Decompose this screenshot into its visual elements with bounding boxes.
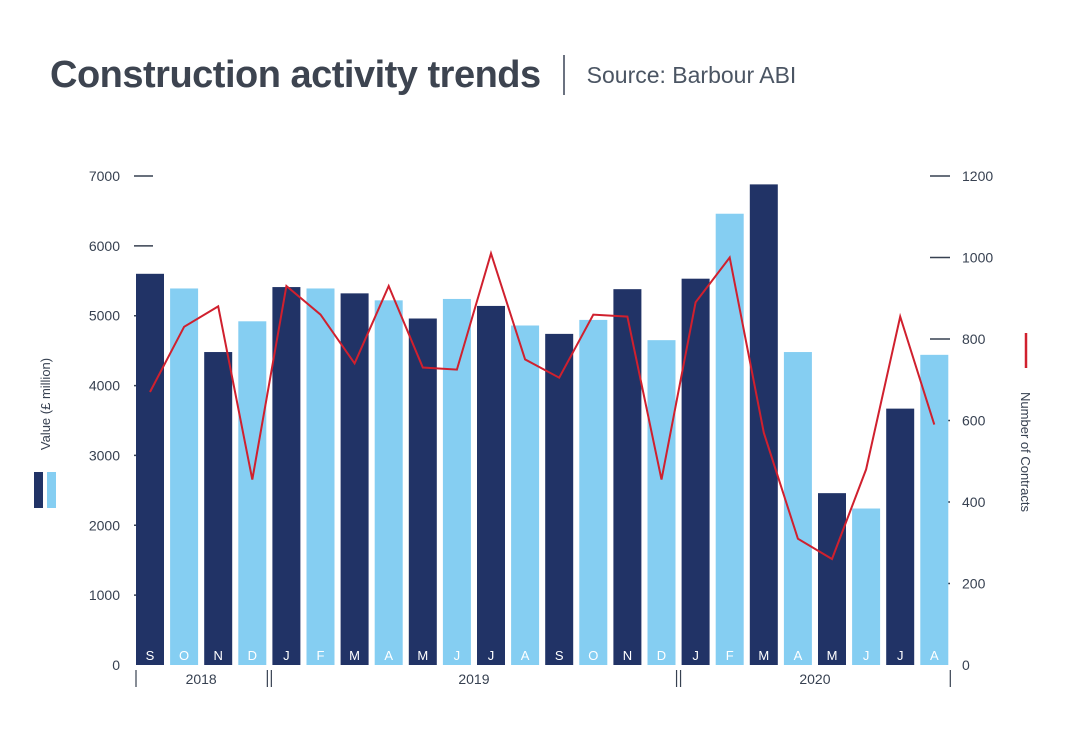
chart-source: Source: Barbour ABI [586,61,797,88]
line-series [149,249,936,561]
month-label: J [897,648,904,663]
right-tick-label: 1200 [962,168,993,184]
month-label: A [794,648,803,663]
month-label: N [623,648,632,663]
month-label: D [248,648,257,663]
bar [886,408,915,665]
bar [170,288,199,665]
month-label: O [588,648,598,663]
bar [852,508,881,665]
month-label: J [454,648,461,663]
bar [306,288,335,665]
bar [579,319,608,665]
legends [34,333,1028,508]
month-label: D [657,648,666,663]
left-tick-label: 1000 [89,587,120,603]
left-tick-label: 3000 [89,447,120,463]
bar [818,493,846,665]
right-tick-label: 1000 [962,250,993,266]
chart-header: Construction activity trends Source: Bar… [50,50,796,100]
right-tick-label: 0 [962,657,970,673]
bar [613,289,642,665]
left-tick-label: 2000 [89,517,120,533]
bar [340,293,369,665]
left-tick-label: 6000 [89,238,120,254]
month-label: J [488,648,495,663]
left-tick-label: 0 [112,657,120,673]
bar [442,298,471,665]
month-label: A [930,648,939,663]
right-axis-title: Number of Contracts [1018,392,1033,512]
month-label: F [317,648,325,663]
month-label: M [758,648,769,663]
chart-title: Construction activity trends [50,53,541,96]
month-label: A [521,648,530,663]
left-tick-label: 4000 [89,378,120,394]
bar [136,273,164,665]
month-label: F [726,648,734,663]
legend-dark-swatch [34,472,43,508]
title-divider [562,55,565,95]
bar [749,184,778,665]
bar [920,354,949,665]
bar [238,321,267,665]
right-axis: 0 200 400 600 800 1000 1200 Number of Contracts [930,168,1033,673]
legend-light-swatch [47,472,56,508]
bar [647,340,676,665]
month-label: O [179,648,189,663]
right-tick-label: 600 [962,413,986,429]
year-label: 2019 [458,671,489,687]
month-label: S [146,648,155,663]
bar [715,213,744,666]
month-label: J [863,648,870,663]
contracts-line [149,249,936,561]
bar [408,318,437,665]
left-axis: 0 1000 2000 3000 4000 5000 6000 7000 Value (£ mi… [38,168,153,673]
bar [477,305,505,665]
month-label: J [692,648,699,663]
month-label: M [349,648,360,663]
right-tick-label: 200 [962,576,986,592]
bar [511,325,540,665]
year-label: 2020 [799,671,830,687]
month-label: M [417,648,428,663]
month-label: M [827,648,838,663]
left-axis-title: Value (£ million) [38,358,53,450]
month-label: A [384,648,393,663]
month-label: S [555,648,564,663]
month-label: N [214,648,223,663]
bar [374,300,403,665]
right-tick-label: 400 [962,494,986,510]
bar [545,333,574,665]
year-axis: 2018 2019 2020 [135,670,951,687]
month-label: J [283,648,290,663]
left-tick-label: 7000 [89,168,120,184]
bar [681,278,710,665]
right-tick-label: 800 [962,331,986,347]
bar [204,352,233,665]
left-tick-label: 5000 [89,308,120,324]
bar [272,287,301,665]
year-label: 2018 [186,671,217,687]
